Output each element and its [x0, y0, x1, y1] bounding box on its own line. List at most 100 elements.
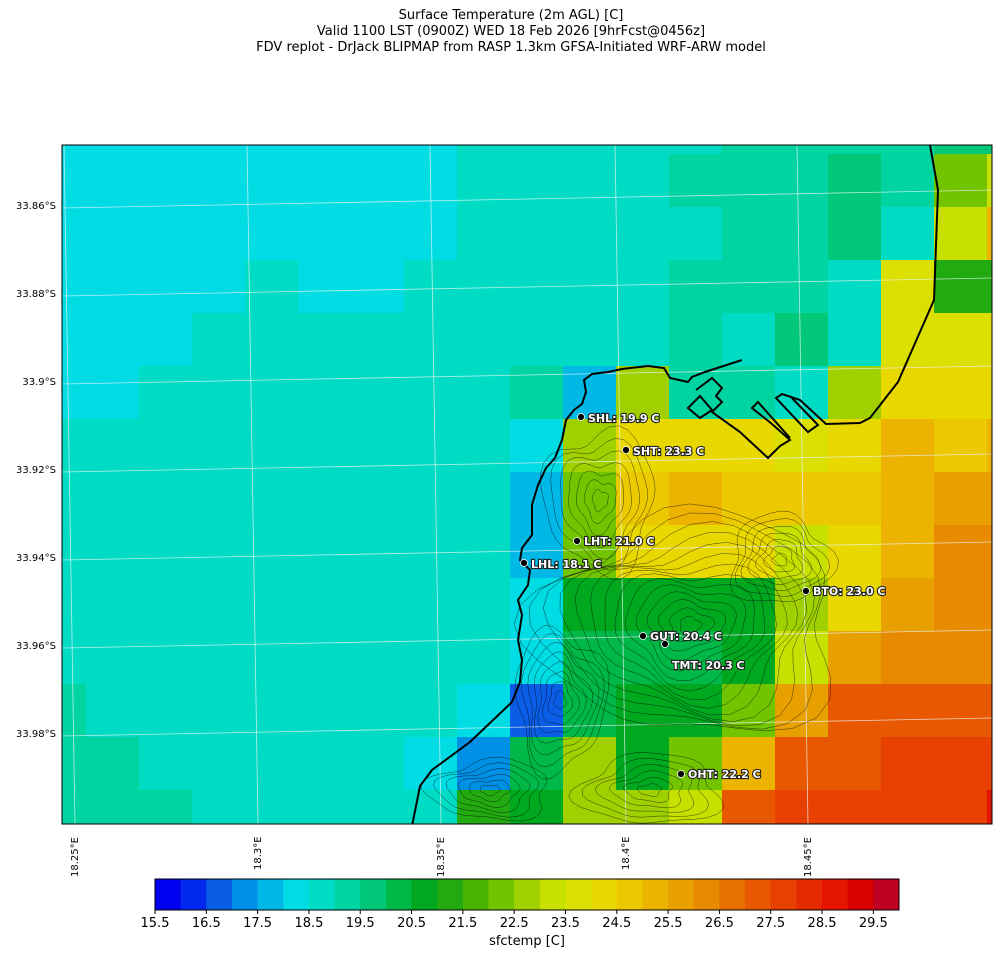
heatmap-cell	[934, 525, 988, 579]
harbour-pier	[686, 394, 714, 420]
heatmap-cell	[404, 631, 458, 685]
terrain-contour	[469, 779, 511, 803]
heatmap-cell	[934, 419, 988, 473]
heatmap-cell	[192, 578, 246, 632]
terrain-contour	[543, 521, 815, 726]
lon-label: 18.35°E	[436, 837, 447, 877]
heatmap-cell	[934, 207, 988, 261]
plot-frame	[61, 144, 993, 825]
colorbar-swatch	[693, 879, 720, 910]
heatmap-cell	[775, 313, 829, 367]
terrain-contour	[604, 563, 777, 700]
heatmap-cell	[722, 419, 776, 473]
heatmap-cell	[934, 790, 988, 824]
title-line-1: Surface Temperature (2m AGL) [C]	[398, 8, 624, 23]
heatmap-cell	[298, 525, 352, 579]
colorbar-swatch	[668, 879, 695, 910]
terrain-contour	[591, 489, 609, 512]
heatmap-cell	[404, 260, 458, 314]
heatmap-cell	[86, 366, 140, 420]
colorbar-swatch	[360, 879, 387, 910]
heatmap-cell	[563, 472, 617, 526]
heatmap-cell	[245, 366, 299, 420]
heatmap-cell	[510, 145, 564, 155]
heatmap-cell	[828, 684, 882, 738]
terrain-contour	[574, 542, 799, 716]
terrain-contour	[445, 768, 531, 813]
colorbar-swatch	[873, 879, 900, 910]
heatmap-cell	[404, 366, 458, 420]
heatmap-cell	[139, 419, 193, 473]
colorbar-swatch	[745, 879, 772, 910]
heatmap-cell	[881, 578, 935, 632]
heatmap-cell	[828, 313, 882, 367]
station-dot	[661, 640, 669, 648]
terrain-contour	[614, 573, 766, 692]
heatmap-cell	[616, 260, 670, 314]
heatmap-cell	[934, 145, 988, 155]
terrain-contour	[433, 762, 539, 818]
heatmap-cell	[563, 313, 617, 367]
station-dot	[577, 413, 585, 421]
terrain-contour	[609, 770, 684, 809]
station-dot	[802, 587, 810, 595]
terrain-contour	[747, 532, 813, 585]
station-label: BTO: 23.0 C	[813, 585, 886, 598]
colorbar-swatch	[411, 879, 438, 910]
heatmap-cell	[616, 313, 670, 367]
heatmap-cell	[616, 790, 670, 824]
heatmap-cell	[298, 154, 352, 208]
heatmap-cell	[245, 578, 299, 632]
heatmap-cell	[987, 737, 992, 791]
latitude-gridline	[62, 277, 992, 297]
heatmap-cell	[563, 207, 617, 261]
heatmap-cell	[510, 737, 564, 791]
heatmap-cell	[62, 154, 87, 208]
heatmap-cell	[192, 260, 246, 314]
heatmap-cell	[616, 419, 670, 473]
heatmap-cell	[669, 472, 723, 526]
heatmap-cell	[245, 419, 299, 473]
coastline-west	[411, 359, 743, 824]
heatmap-cell	[192, 631, 246, 685]
heatmap-cell	[351, 145, 405, 155]
heatmap-cell	[934, 631, 988, 685]
colorbar-tick-label: 18.5	[294, 916, 324, 931]
lon-label: 18.45°E	[803, 837, 814, 877]
heatmap-cell	[245, 154, 299, 208]
heatmap-cell	[245, 260, 299, 314]
terrain-contour	[540, 425, 656, 580]
lat-label: 33.94°S	[16, 553, 56, 564]
terrain-contour	[583, 479, 617, 524]
heatmap-cell	[775, 366, 829, 420]
heatmap-cell	[934, 313, 988, 367]
heatmap-cell	[722, 790, 776, 824]
heatmap-cell	[298, 472, 352, 526]
heatmap-cell	[669, 790, 723, 824]
heatmap-cell	[987, 145, 992, 155]
heatmap-cell	[669, 366, 723, 420]
heatmap-cell	[298, 260, 352, 314]
lat-label: 33.88°S	[16, 289, 56, 300]
heatmap-cell	[616, 366, 670, 420]
heatmap-cell	[987, 419, 992, 473]
heatmap-cell	[192, 145, 246, 155]
terrain-contour	[420, 756, 548, 822]
heatmap-cell	[245, 737, 299, 791]
heatmap-cell	[616, 684, 670, 738]
heatmap-cell	[510, 525, 564, 579]
heatmap-cell	[616, 154, 670, 208]
heatmap-cell	[62, 631, 87, 685]
heatmap-cell	[62, 145, 87, 155]
heatmap-cell	[192, 313, 246, 367]
heatmap-cell	[245, 313, 299, 367]
terrain-contour	[521, 632, 605, 768]
terrain-contour	[553, 690, 567, 709]
colorbar-tick-label: 16.5	[191, 916, 221, 931]
heatmap-cell	[669, 260, 723, 314]
lat-label: 33.92°S	[16, 465, 56, 476]
heatmap-cell	[828, 472, 882, 526]
heatmap-cell	[457, 154, 511, 208]
terrain-contour	[729, 510, 839, 603]
colorbar-tick-label: 25.5	[653, 916, 683, 931]
